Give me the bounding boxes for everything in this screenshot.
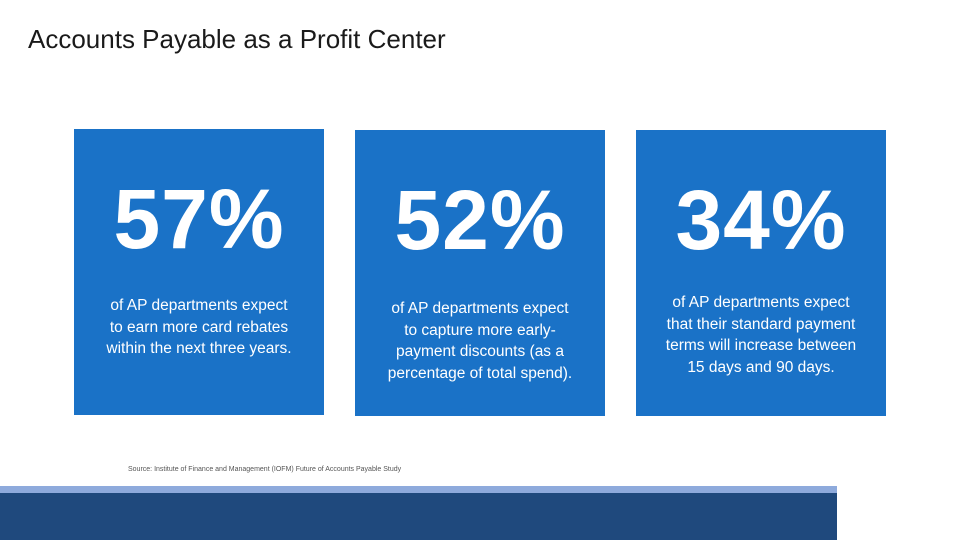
- stat-value: 57%: [113, 172, 285, 266]
- stat-description: of AP departments expect to earn more car…: [74, 295, 324, 360]
- description-line: of AP departments expect: [672, 294, 850, 311]
- footer-band: [0, 493, 837, 540]
- description-line: of AP departments expect: [391, 300, 569, 317]
- stat-description: of AP departments expect that their stand…: [636, 292, 886, 378]
- stat-description: of AP departments expect to capture more …: [355, 298, 605, 384]
- description-line: that their standard payment: [666, 315, 856, 333]
- description-line: to capture more early-: [404, 321, 556, 339]
- slide-title: Accounts Payable as a Profit Center: [28, 24, 446, 54]
- stat-card: 57% of AP departments expect to earn more …: [74, 129, 324, 415]
- stat-value: 34%: [675, 173, 847, 267]
- description-line: within the next three years.: [106, 340, 292, 357]
- description-line: to earn more card rebates: [109, 318, 289, 336]
- description-line: payment discounts (as a: [395, 343, 564, 360]
- stat-card: 34% of AP departments expect that their st…: [636, 130, 886, 416]
- description-line: 15 days and 90 days.: [687, 358, 835, 376]
- footer-stripe: [0, 486, 837, 493]
- stat-card: 52% of AP departments expect to capture mo…: [355, 130, 605, 416]
- description-line: terms will increase between: [665, 337, 857, 354]
- description-line: of AP departments expect: [110, 297, 288, 314]
- source-note: Source: Institute of Finance and Managem…: [128, 466, 402, 473]
- stat-value: 52%: [394, 173, 566, 267]
- description-line: percentage of total spend).: [387, 364, 573, 382]
